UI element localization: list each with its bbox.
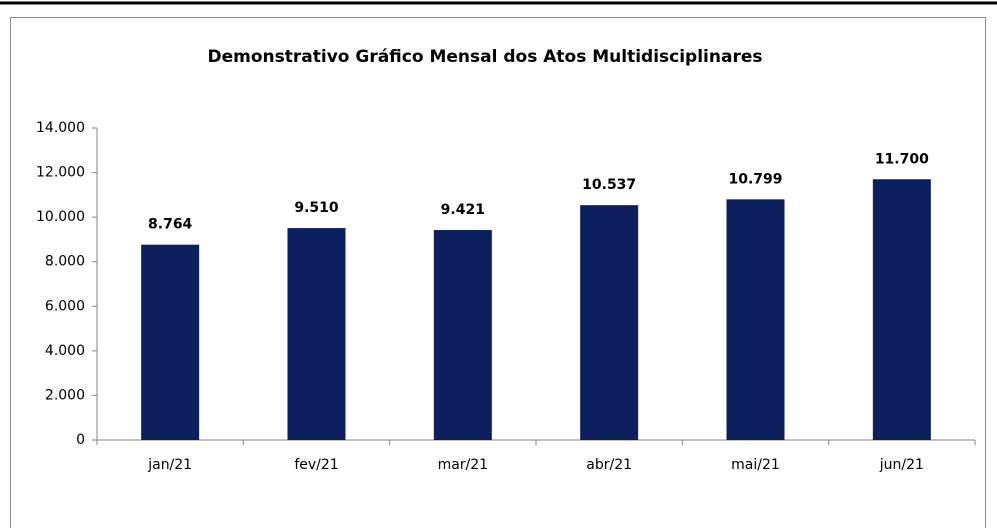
data-label: 10.799 bbox=[728, 171, 782, 187]
y-tick-label: 6.000 bbox=[45, 298, 85, 314]
bar bbox=[580, 205, 639, 440]
y-tick-label: 12.000 bbox=[36, 165, 85, 181]
chart-title: Demonstrativo Gráfico Mensal dos Atos Mu… bbox=[208, 47, 763, 67]
y-tick-label: 14.000 bbox=[36, 120, 85, 136]
x-tick-label: mar/21 bbox=[438, 457, 489, 473]
data-label: 9.510 bbox=[294, 200, 339, 216]
data-label: 9.421 bbox=[441, 202, 485, 218]
bar bbox=[726, 199, 785, 440]
bar bbox=[141, 244, 200, 440]
data-label: 10.537 bbox=[582, 177, 636, 193]
y-tick-label: 8.000 bbox=[45, 254, 85, 270]
x-tick-label: fev/21 bbox=[294, 457, 338, 473]
y-tick-label: 10.000 bbox=[36, 209, 85, 225]
bar bbox=[287, 228, 346, 440]
y-tick-label: 4.000 bbox=[45, 343, 85, 359]
x-tick-label: mai/21 bbox=[731, 457, 780, 473]
chart-frame bbox=[10, 17, 986, 528]
y-tick-label: 0 bbox=[76, 432, 85, 448]
data-label: 11.700 bbox=[875, 151, 929, 167]
x-tick-label: jun/21 bbox=[879, 457, 924, 473]
bar bbox=[872, 179, 931, 440]
x-tick-label: jan/21 bbox=[147, 457, 192, 473]
x-tick-label: abr/21 bbox=[586, 457, 632, 473]
y-tick-label: 2.000 bbox=[45, 387, 85, 403]
bar bbox=[433, 230, 492, 440]
data-label: 8.764 bbox=[148, 217, 193, 233]
